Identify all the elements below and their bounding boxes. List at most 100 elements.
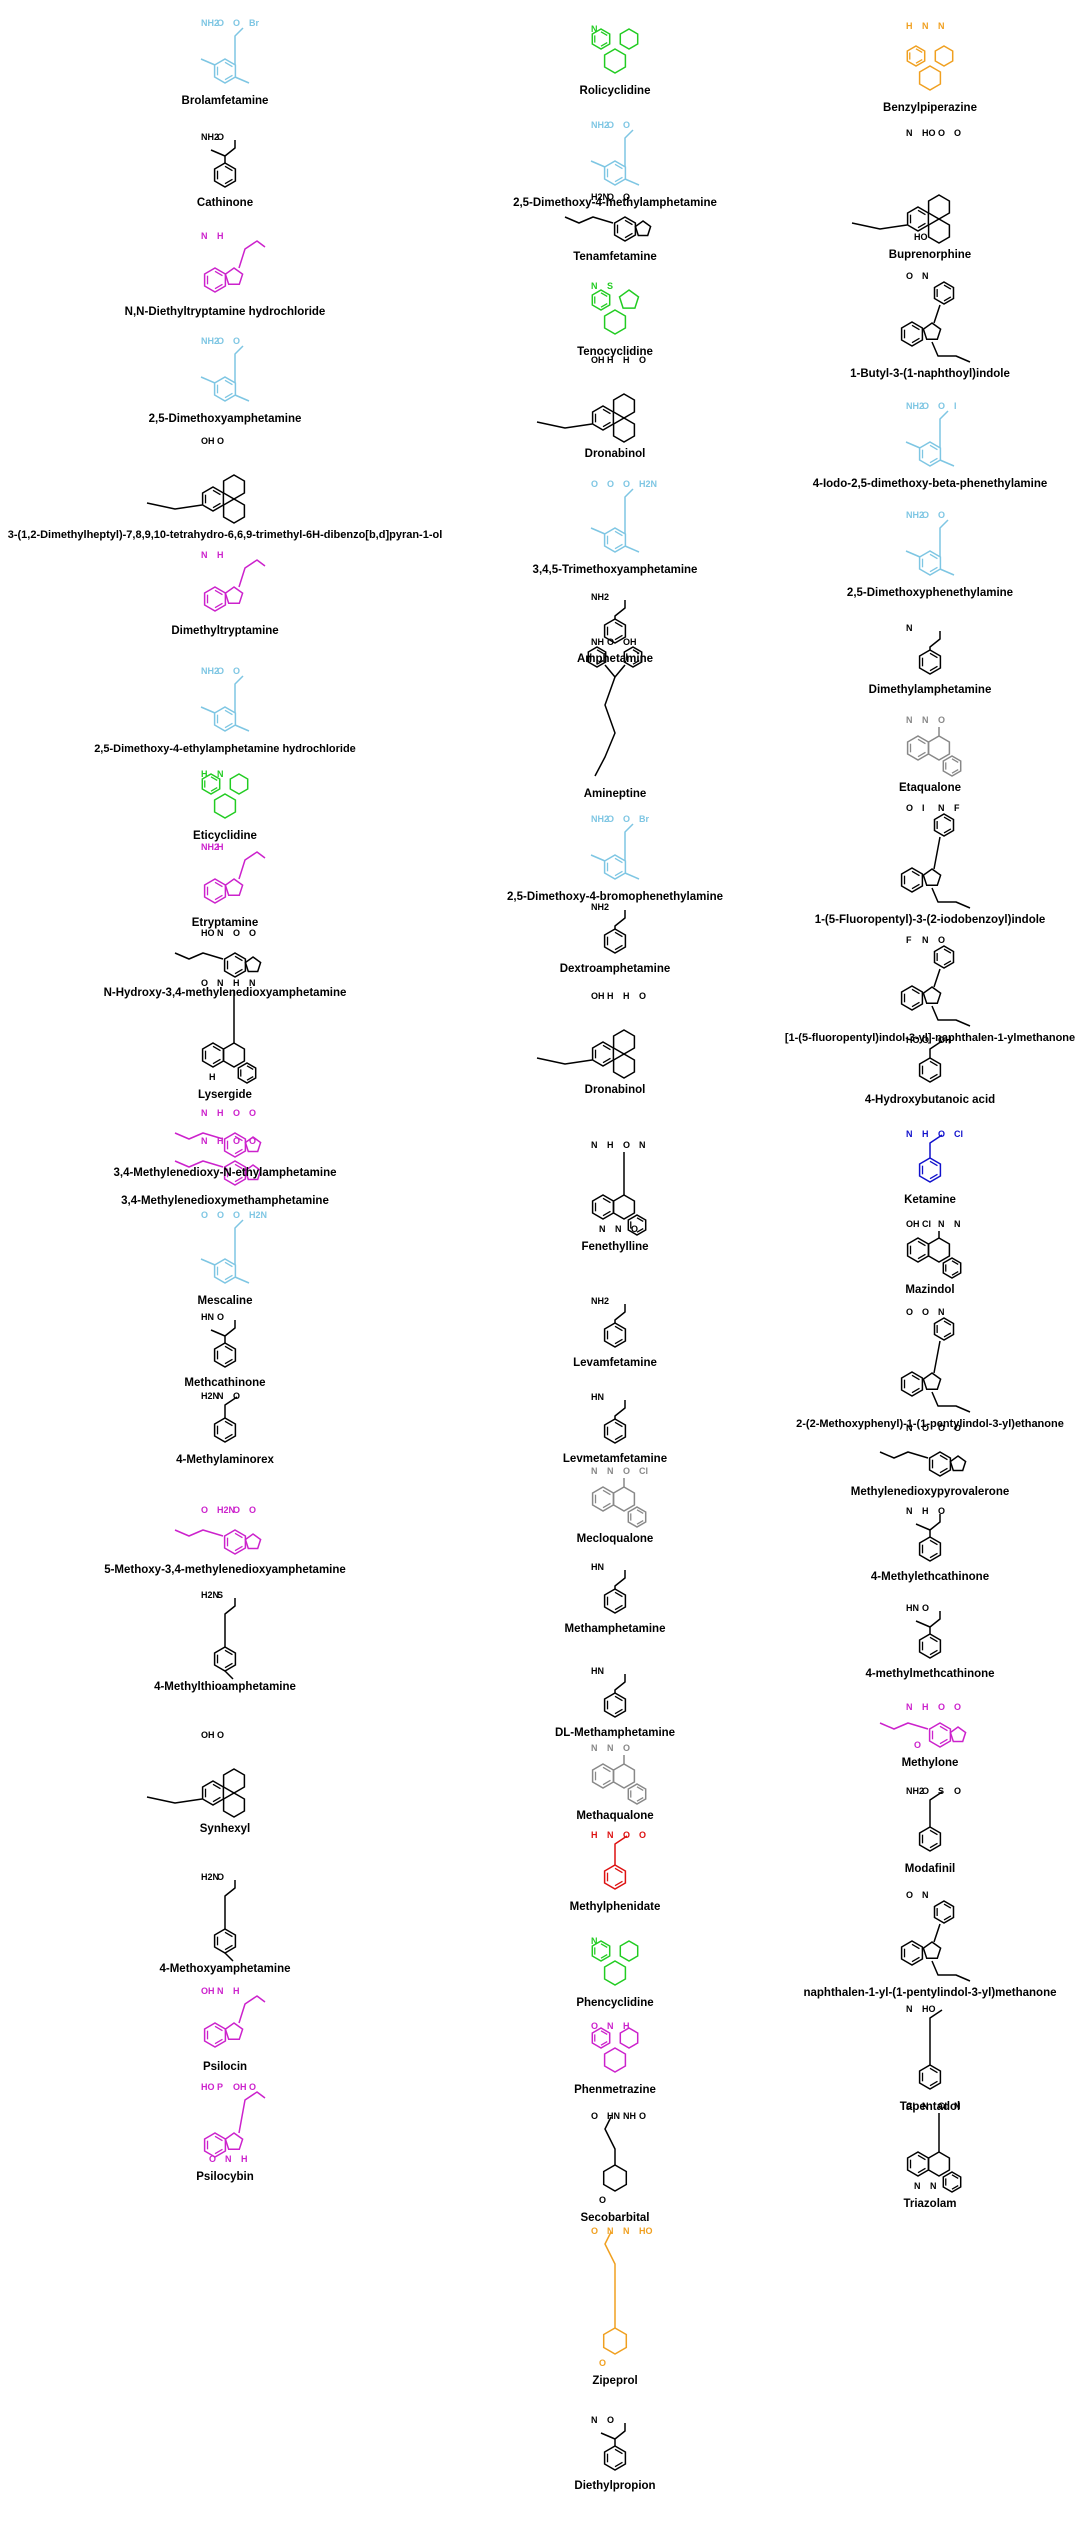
atom-symbol: NH2 (591, 1296, 609, 1306)
atom-symbol: Cl (938, 2101, 947, 2111)
atom-symbol: N (922, 715, 929, 725)
structure-mescaline: O O O H2N (590, 479, 657, 553)
atom-symbol: O (233, 336, 240, 346)
atom-symbol: Cl (954, 1129, 963, 1139)
atom-symbol: HO (639, 2226, 653, 2236)
structure-amphetamine: HN (591, 1392, 627, 1444)
structure-methylone: N H O OO (879, 1702, 967, 1750)
atom-symbol: S (938, 1786, 944, 1796)
compound-name-label: 4-Methylaminorex (176, 1454, 274, 1466)
atom-symbol: O (607, 120, 614, 130)
atom-symbol: O (623, 192, 630, 202)
atom-symbol: N (217, 928, 224, 938)
structure-mescaline: O O O H2N (200, 1210, 267, 1284)
compound-name-label: Dimethyltryptamine (171, 625, 279, 637)
atom-symbol: O (217, 1312, 224, 1322)
structure-buprenorphine: N HO O OHO (851, 128, 961, 244)
atom-symbol: O (607, 192, 614, 202)
atom-symbol: N (591, 2415, 598, 2425)
atom-symbol: N (591, 24, 598, 34)
atom-symbol: HN (201, 1312, 214, 1322)
atom-symbol: H (607, 355, 614, 365)
compound-name-label: Dextroamphetamine (559, 963, 671, 975)
atom-symbol: HO (201, 928, 215, 938)
atom-symbol: H (922, 1702, 929, 1712)
compound-name-label: Rolicyclidine (579, 85, 651, 97)
compound-name-label: Methylone (901, 1757, 959, 1769)
atom-symbol: O (938, 1702, 945, 1712)
atom-symbol: NH2 (201, 132, 219, 142)
compound-name-label: [1-(5-fluoropentyl)indol-3-yl]-naphthale… (784, 1032, 1076, 1044)
compound-name-label: N,N-Diethyltryptamine hydrochloride (124, 306, 326, 318)
atom-symbol: H (591, 1830, 598, 1840)
atom-symbol: O (623, 1830, 630, 1840)
atom-symbol: O (591, 2021, 598, 2031)
atom-symbol: N (615, 1224, 622, 1234)
atom-symbol: H (217, 1136, 224, 1146)
atom-symbol: O (639, 1830, 646, 1840)
atom-symbol: O (249, 1505, 256, 1515)
compound-name-label: 2,5-Dimethoxyamphetamine (148, 413, 302, 425)
compound-name-label: 1-Butyl-3-(1-naphthoyl)indole (850, 368, 1010, 380)
atom-symbol: N (938, 803, 945, 813)
atom-symbol: N (938, 21, 945, 31)
compound-name-label: 3,4-Methylenedioxy-N-ethylamphetamine (113, 1167, 337, 1179)
compound-name-label: Psilocybin (196, 2171, 254, 2183)
atom-symbol: O (233, 1108, 240, 1118)
atom-symbol: N (591, 1466, 598, 1476)
atom-symbol: O (217, 336, 224, 346)
atom-symbol: O (233, 928, 240, 938)
atom-symbol: O (217, 436, 224, 446)
atom-symbol: OH (201, 1730, 215, 1740)
structure-psilocybin: HO P OH OO N H (201, 2082, 266, 2164)
structure-amphetamine: NH2 (591, 902, 627, 954)
structure-mda: HO N O O (174, 928, 262, 978)
atom-symbol: O (233, 1136, 240, 1146)
atom-symbol: O (623, 1466, 630, 1476)
atom-symbol: H (217, 1108, 224, 1118)
atom-symbol: NH2 (906, 401, 924, 411)
atom-symbol: N (249, 978, 256, 988)
compound-name-label: 3,4,5-Trimethoxyamphetamine (532, 564, 698, 576)
atom-symbol: N (591, 281, 598, 291)
compound-name-label: Phencyclidine (576, 1997, 654, 2009)
atom-symbol: N (599, 1224, 606, 1234)
atom-symbol: N (930, 2181, 937, 2191)
compound-name-label: Ketamine (904, 1194, 956, 1206)
atom-symbol: H2N (639, 479, 657, 489)
atom-symbol: N (938, 1219, 945, 1229)
atom-symbol: O (623, 1743, 630, 1753)
atom-symbol: OH (623, 637, 637, 647)
structure-triazolam: Cl N Cl NN N (906, 2101, 962, 2193)
structure-cannabinoid: OH O (146, 436, 246, 524)
atom-symbol: N (922, 21, 929, 31)
atom-symbol: O (233, 666, 240, 676)
compound-name-label: Benzylpiperazine (883, 102, 977, 114)
atom-symbol: O (954, 128, 961, 138)
atom-symbol: O (623, 1140, 630, 1150)
atom-symbol: H (233, 1986, 240, 1996)
compound-name-label: Secobarbital (580, 2212, 650, 2224)
compound-name-label: Etryptamine (191, 917, 259, 929)
atom-symbol: N (591, 1140, 598, 1150)
atom-symbol: NH2 (591, 902, 609, 912)
atom-symbol: NH2 (906, 510, 924, 520)
structure-barbiturate: O HN NH OO (591, 2111, 646, 2205)
atom-symbol: N (906, 1129, 913, 1139)
atom-symbol: I (954, 401, 957, 411)
atom-symbol: O (938, 128, 945, 138)
atom-symbol: NH2 (201, 842, 219, 852)
atom-symbol: O (922, 1786, 929, 1796)
atom-symbol: H (607, 991, 614, 1001)
compound-name-label: Amineptine (583, 788, 647, 800)
atom-symbol: N (954, 2101, 961, 2111)
atom-symbol: N (225, 2154, 232, 2164)
